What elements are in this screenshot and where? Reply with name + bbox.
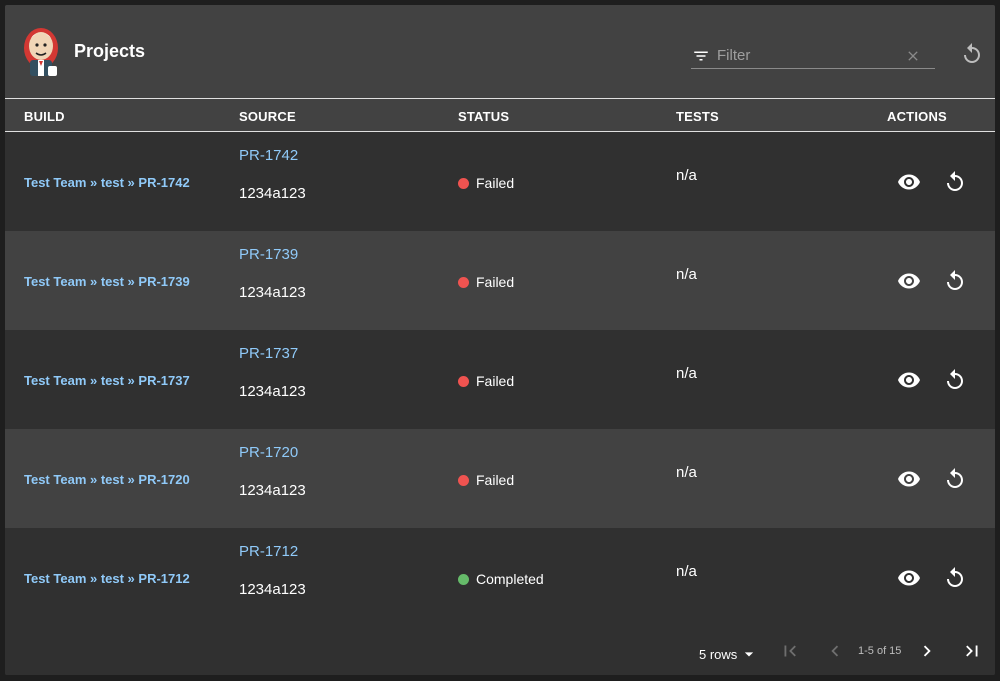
tests-value: n/a [676, 563, 697, 580]
status-dot-failed [458, 177, 469, 189]
source-link[interactable]: PR-1712 [239, 543, 299, 560]
tests-value: n/a [676, 167, 697, 184]
table-row: Test Team » test » PR-1712 PR-1712 1234a… [5, 528, 995, 627]
eye-icon[interactable] [897, 467, 921, 491]
close-icon[interactable] [905, 48, 921, 64]
replay-icon[interactable] [943, 467, 967, 491]
build-link[interactable]: Test Team » test » PR-1737 [24, 373, 190, 388]
build-link[interactable]: Test Team » test » PR-1739 [24, 274, 190, 289]
source-link[interactable]: PR-1742 [239, 147, 299, 164]
jenkins-logo [24, 28, 58, 76]
build-link[interactable]: Test Team » test » PR-1720 [24, 472, 190, 487]
tests-value: n/a [676, 266, 697, 283]
first-page-icon[interactable] [779, 640, 801, 662]
source-link[interactable]: PR-1739 [239, 246, 299, 263]
status-indicator: Failed [458, 373, 514, 389]
status-label: Failed [476, 373, 515, 389]
eye-icon[interactable] [897, 170, 921, 194]
chevron-right-icon[interactable] [916, 640, 938, 662]
tests-value: n/a [676, 365, 697, 382]
replay-icon[interactable] [943, 566, 967, 590]
status-label: Completed [476, 571, 544, 587]
column-header-tests: TESTS [676, 109, 719, 124]
build-link[interactable]: Test Team » test » PR-1742 [24, 175, 190, 190]
projects-panel: Projects BUILD SOURCE STATUS TESTS ACTIO… [5, 5, 995, 675]
table-header: BUILD SOURCE STATUS TESTS ACTIONS [5, 98, 995, 132]
status-label: Failed [476, 472, 515, 488]
status-label: Failed [476, 175, 515, 191]
commit-hash: 1234a123 [239, 185, 306, 202]
filter-input[interactable] [717, 44, 897, 66]
filter-list-icon [694, 51, 708, 61]
table-row: Test Team » test » PR-1739 PR-1739 1234a… [5, 231, 995, 330]
filter-field[interactable] [691, 43, 935, 69]
source-link[interactable]: PR-1737 [239, 345, 299, 362]
pagination-bar: 5 rows 1-5 of 15 [5, 626, 995, 675]
commit-hash: 1234a123 [239, 482, 306, 499]
status-indicator: Failed [458, 472, 514, 488]
column-header-status: STATUS [458, 109, 510, 124]
status-dot-failed [458, 375, 469, 387]
status-dot-failed [458, 474, 469, 486]
status-label: Failed [476, 274, 515, 290]
refresh-icon[interactable] [960, 42, 984, 66]
rows-per-page-select[interactable]: 5 rows [699, 644, 759, 664]
table-row: Test Team » test » PR-1720 PR-1720 1234a… [5, 429, 995, 528]
table-row: Test Team » test » PR-1737 PR-1737 1234a… [5, 330, 995, 429]
column-header-build: BUILD [24, 109, 65, 124]
commit-hash: 1234a123 [239, 581, 306, 598]
chevron-left-icon[interactable] [824, 640, 846, 662]
status-indicator: Completed [458, 571, 544, 587]
status-dot-failed [458, 276, 469, 288]
eye-icon[interactable] [897, 269, 921, 293]
rows-per-page-label: 5 rows [699, 646, 738, 662]
status-indicator: Failed [458, 175, 514, 191]
table-row: Test Team » test » PR-1742 PR-1742 1234a… [5, 132, 995, 231]
source-link[interactable]: PR-1720 [239, 444, 299, 461]
build-link[interactable]: Test Team » test » PR-1712 [24, 571, 190, 586]
dropdown-arrow-icon [745, 652, 754, 657]
toolbar: Projects [5, 5, 995, 98]
replay-icon[interactable] [943, 368, 967, 392]
commit-hash: 1234a123 [239, 383, 306, 400]
column-header-actions: ACTIONS [887, 109, 947, 124]
status-dot-completed [458, 573, 469, 585]
status-indicator: Failed [458, 274, 514, 290]
replay-icon[interactable] [943, 170, 967, 194]
page-range: 1-5 of 15 [858, 645, 902, 657]
commit-hash: 1234a123 [239, 284, 306, 301]
eye-icon[interactable] [897, 566, 921, 590]
column-header-source: SOURCE [239, 109, 296, 124]
last-page-icon[interactable] [961, 640, 983, 662]
replay-icon[interactable] [943, 269, 967, 293]
eye-icon[interactable] [897, 368, 921, 392]
tests-value: n/a [676, 464, 697, 481]
page-title: Projects [74, 41, 146, 61]
